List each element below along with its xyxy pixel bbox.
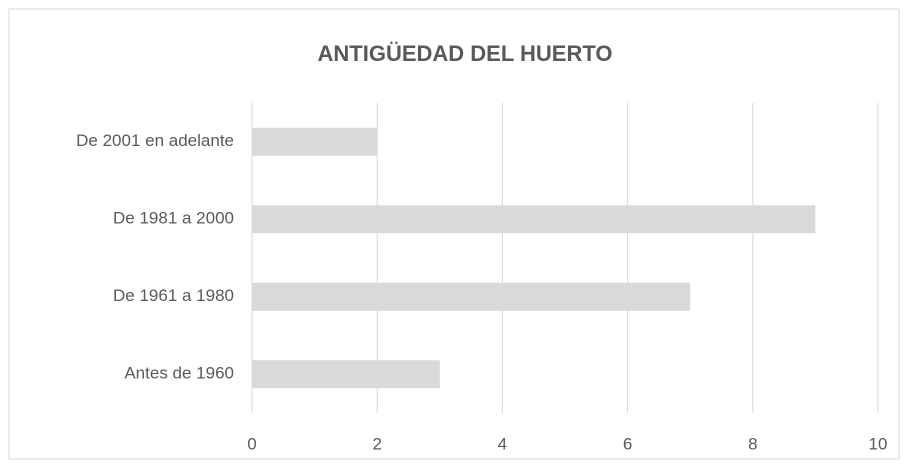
chart-title: ANTIGÜEDAD DEL HUERTO	[318, 41, 613, 66]
y-tick-label: De 1961 a 1980	[113, 286, 234, 305]
y-tick-label: De 2001 en adelante	[76, 131, 234, 150]
y-tick-label: Antes de 1960	[124, 364, 234, 383]
x-tick-label: 2	[372, 434, 381, 453]
chart-border	[8, 8, 900, 460]
x-tick-label: 0	[247, 434, 256, 453]
bar	[252, 127, 378, 156]
x-tick-label: 4	[498, 434, 507, 453]
x-tick-label: 8	[748, 434, 757, 453]
x-tick-label: 6	[623, 434, 632, 453]
x-tick-label: 10	[869, 434, 888, 453]
bar	[252, 205, 816, 234]
bar	[252, 282, 691, 311]
y-tick-label: De 1981 a 2000	[113, 209, 234, 228]
bar	[252, 360, 440, 389]
